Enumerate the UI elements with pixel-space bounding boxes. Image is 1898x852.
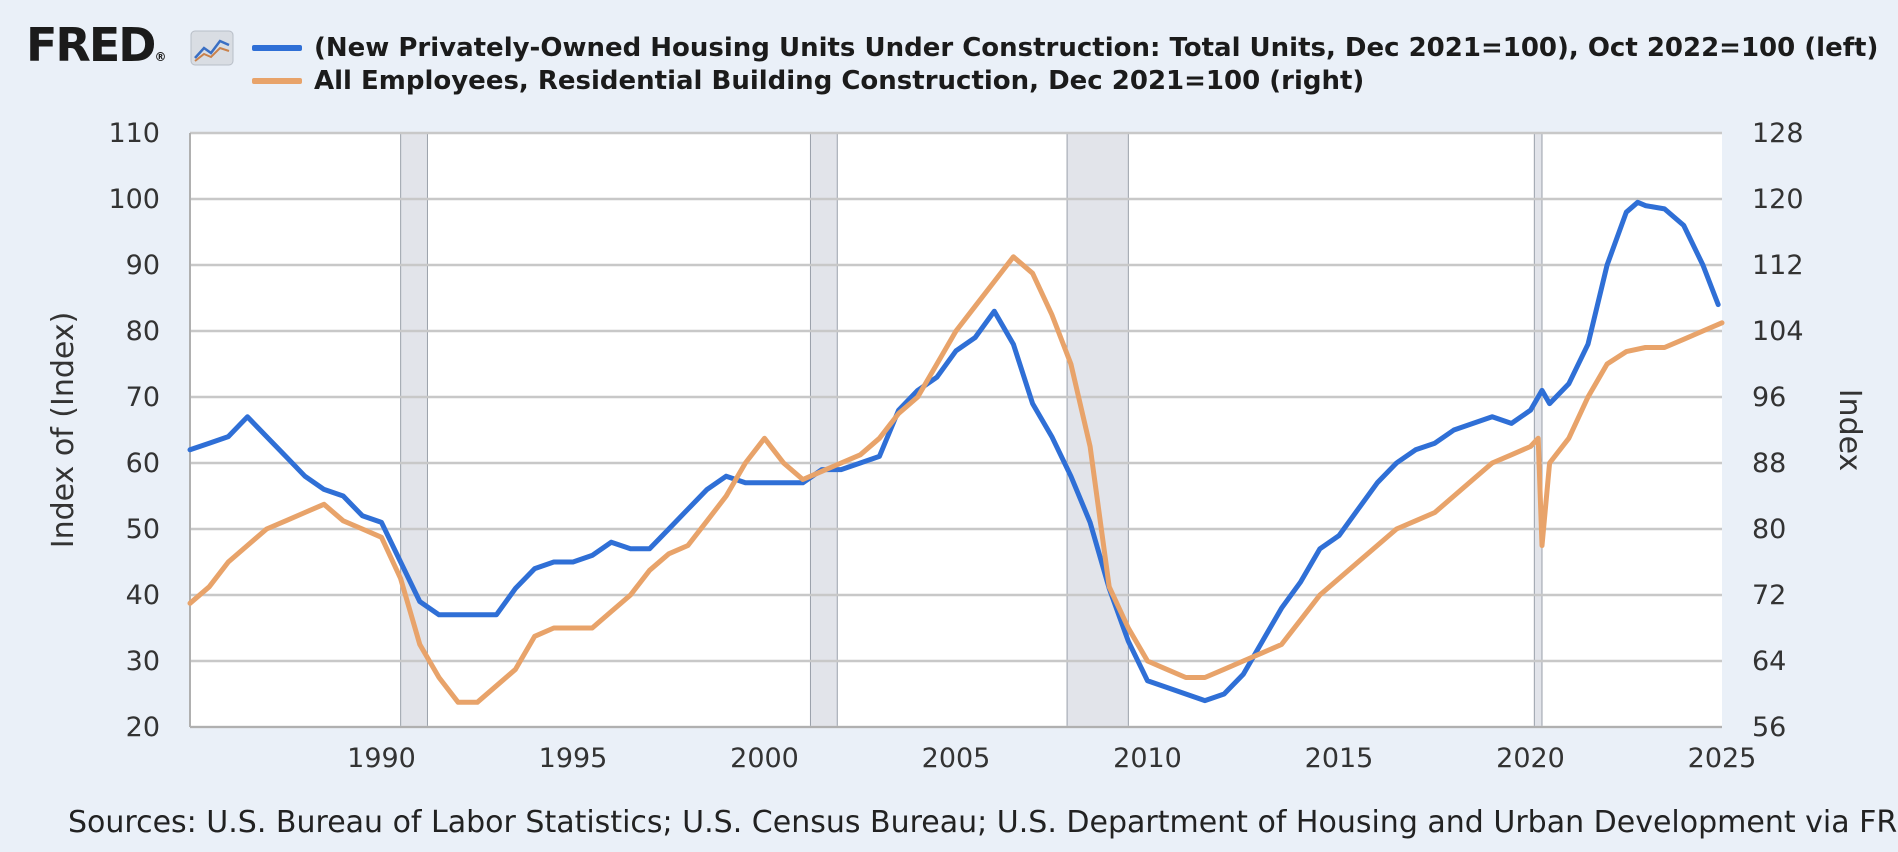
x-tick-label: 2010: [1113, 743, 1182, 774]
y-tick-label-left: 40: [126, 580, 160, 611]
y-tick-label-left: 30: [126, 646, 160, 677]
y-tick-label-right: 56: [1752, 712, 1786, 743]
series1-swatch: [252, 45, 302, 51]
y-tick-label-right: 88: [1752, 448, 1786, 479]
y-axis-title-left: Index of (Index): [46, 312, 81, 549]
y-tick-label-right: 104: [1752, 316, 1804, 347]
line-chart-icon: [190, 30, 234, 66]
series-line-2: [187, 254, 1725, 705]
series2-swatch: [252, 78, 302, 84]
y-tick-label-right: 128: [1752, 118, 1804, 149]
recession-band: [400, 132, 428, 728]
x-tick-label: 1990: [347, 743, 416, 774]
y-tick-label-left: 110: [108, 118, 160, 149]
legend-label-series1: (New Privately-Owned Housing Units Under…: [314, 33, 1879, 63]
y-tick-label-left: 60: [126, 448, 160, 479]
y-tick-label-right: 120: [1752, 184, 1804, 215]
y-tick-label-left: 70: [126, 382, 160, 413]
chart-header: FRED® (New Privately-Owned Housing Units…: [0, 0, 1898, 110]
recession-band: [1066, 132, 1129, 728]
legend-item-series2[interactable]: All Employees, Residential Building Cons…: [252, 66, 1364, 96]
registered-mark: ®: [154, 50, 167, 64]
x-tick-label: 2005: [922, 743, 991, 774]
x-tick-label: 2015: [1305, 743, 1374, 774]
y-tick-label-right: 96: [1752, 382, 1786, 413]
source-note: Sources: U.S. Bureau of Labor Statistics…: [68, 805, 1898, 840]
y-tick-label-left: 80: [126, 316, 160, 347]
x-tick-label: 2000: [730, 743, 799, 774]
y-tick-label-left: 100: [108, 184, 160, 215]
y-tick-label-left: 90: [126, 250, 160, 281]
x-tick-label: 2020: [1496, 743, 1565, 774]
y-tick-label-right: 72: [1752, 580, 1786, 611]
y-tick-label-right: 64: [1752, 646, 1786, 677]
legend-item-series1[interactable]: (New Privately-Owned Housing Units Under…: [252, 33, 1878, 63]
plot-area: [190, 133, 1722, 727]
x-tick-label: 2025: [1688, 743, 1757, 774]
series-line-1: [187, 199, 1721, 704]
recession-band: [1533, 132, 1543, 728]
fred-logo-text: FRED: [26, 18, 156, 72]
fred-logo[interactable]: FRED®: [26, 22, 166, 68]
y-tick-label-left: 50: [126, 514, 160, 545]
legend-label-series2: All Employees, Residential Building Cons…: [314, 66, 1365, 96]
y-tick-label-right: 80: [1752, 514, 1786, 545]
x-tick-label: 1995: [539, 743, 608, 774]
y-tick-label-right: 112: [1752, 250, 1804, 281]
recession-band: [809, 132, 838, 728]
y-tick-label-left: 20: [126, 712, 160, 743]
line-chart: 20 30 40 50 60 70 80 90 100 110 56 64 72 80 88 96 104 112…: [46, 118, 1867, 774]
y-axis-title-right: Index: [1832, 389, 1867, 472]
